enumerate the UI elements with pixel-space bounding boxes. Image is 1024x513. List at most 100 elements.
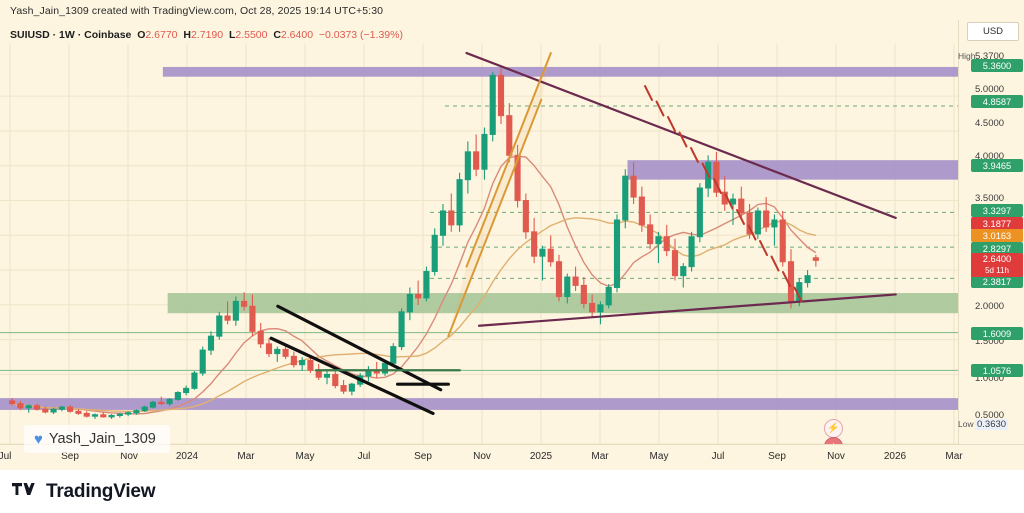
- symbol-interval[interactable]: 1W: [59, 29, 75, 41]
- change-value: −0.0373 (−1.39%): [318, 29, 403, 41]
- candle-body: [688, 236, 695, 268]
- price-level-pill[interactable]: 1.6009: [971, 327, 1023, 340]
- price-zone-bands: [0, 66, 958, 410]
- rising-channel: [448, 53, 551, 337]
- trendline-overlays[interactable]: [269, 51, 897, 415]
- user-watermark-badge: ♥ Yash_Jain_1309: [24, 425, 170, 453]
- time-tick-label: 2025: [529, 451, 553, 462]
- price-level-pill[interactable]: 3.3297: [971, 204, 1023, 217]
- price-axis[interactable]: USD 5.3700 5.0000 4.5000 4.0000 3.5000 2.0000…: [958, 20, 1024, 457]
- candle-body: [398, 311, 405, 348]
- candle-body: [663, 236, 670, 252]
- candle-body: [771, 219, 778, 228]
- candle-body: [83, 412, 90, 417]
- price-level-pill[interactable]: 1.0576: [971, 364, 1023, 377]
- time-tick-label: Sep: [768, 451, 786, 462]
- watermark-username: Yash_Jain_1309: [48, 431, 156, 447]
- price-tick-value: 5.3700: [975, 51, 1005, 62]
- candle-body: [754, 210, 761, 235]
- candle-body: [58, 406, 65, 410]
- sep-2: ·: [74, 29, 85, 41]
- zone-resistance-upper: [162, 66, 958, 77]
- time-axis[interactable]: Jul Sep Nov 2024 Mar May Jul Sep Nov 2025 Mar May Ju…: [0, 444, 1024, 471]
- price-tick-value: 1.5000: [975, 336, 1005, 347]
- low-value-chip: 0.3630: [975, 419, 1009, 430]
- candle-body: [75, 410, 82, 414]
- candle-body: [207, 335, 215, 351]
- zone-support-green: [167, 293, 958, 314]
- candle-body: [531, 231, 538, 257]
- candle-body: [191, 372, 198, 389]
- candle-body: [630, 175, 637, 198]
- candle-body: [158, 401, 165, 405]
- candle-body: [216, 315, 223, 337]
- candle-body: [232, 300, 239, 321]
- candle-body: [17, 403, 24, 409]
- open-key: O: [137, 29, 146, 41]
- candle-body: [33, 405, 41, 410]
- time-tick-label: Mar: [945, 451, 963, 462]
- symbol-ticker[interactable]: SUIUSD: [10, 29, 50, 41]
- candle-body: [290, 355, 297, 366]
- price-level-pill[interactable]: 2.8297: [971, 242, 1023, 255]
- candle-body: [729, 198, 737, 205]
- candle-body: [174, 392, 181, 400]
- candle-body: [622, 175, 629, 221]
- candle-body: [116, 413, 123, 416]
- candle-body: [42, 408, 49, 413]
- tradingview-footer-logo: TradingView: [0, 470, 1024, 513]
- candle-body: [406, 293, 413, 313]
- annotation-dash: [724, 193, 734, 210]
- symbol-exchange[interactable]: Coinbase: [84, 29, 132, 41]
- price-tick-value: 3.5000: [975, 193, 1005, 204]
- candle-body: [539, 248, 546, 257]
- candle-body: [340, 385, 347, 392]
- candle-body: [456, 179, 463, 226]
- annotation-dashes: [644, 85, 803, 303]
- time-tick-label: 2024: [175, 451, 199, 462]
- currency-badge[interactable]: USD: [967, 22, 1019, 41]
- price-level-pill[interactable]: 2.3817: [971, 275, 1023, 288]
- candle-body: [141, 406, 148, 412]
- candle-body: [133, 410, 140, 414]
- close-key: C: [273, 29, 281, 41]
- candle-body: [390, 346, 397, 364]
- time-tick-label: Sep: [414, 451, 432, 462]
- annotation-dash: [690, 147, 699, 163]
- candle-body: [763, 210, 770, 228]
- candle-body: [423, 270, 430, 299]
- candle-body: [605, 286, 612, 306]
- candle-body: [265, 343, 273, 355]
- price-tick-value: 4.0000: [975, 151, 1005, 162]
- sep-1: ·: [49, 29, 60, 41]
- candle-body: [431, 234, 438, 272]
- current-price-pill[interactable]: 2.6400 5d 11h: [971, 253, 1023, 277]
- price-level-lines: [0, 105, 958, 371]
- time-tick-label: Mar: [237, 451, 255, 462]
- time-tick-label: May: [295, 451, 315, 462]
- lightning-badge-icon[interactable]: ⚡: [824, 419, 843, 438]
- trendline-rising-channel-lower: [447, 98, 543, 338]
- zone-resistance-mid: [627, 160, 958, 180]
- price-level-pill[interactable]: 3.9465: [971, 159, 1023, 172]
- candle-body: [489, 74, 496, 135]
- time-tick-label: 2026: [883, 451, 907, 462]
- annotation-dash: [770, 255, 780, 272]
- time-tick-label: Mar: [591, 451, 609, 462]
- candle-body: [50, 408, 57, 413]
- price-level-pill[interactable]: 3.1877: [971, 217, 1023, 230]
- ma-fast-line: [11, 155, 817, 415]
- chart-plot-area[interactable]: ⚡ ★: [0, 44, 958, 444]
- candle-body: [25, 405, 32, 409]
- candlestick-series: [9, 68, 819, 419]
- candle-body: [415, 293, 422, 299]
- time-tick-label: Jul: [357, 451, 371, 462]
- time-tick-label: Nov: [827, 451, 845, 462]
- price-level-pill[interactable]: 3.0163: [971, 229, 1023, 242]
- candle-body: [713, 161, 720, 193]
- price-level-pill[interactable]: 5.3600: [971, 59, 1023, 72]
- price-level-pill[interactable]: 4.8587: [971, 95, 1023, 108]
- tradingview-wordmark: TradingView: [46, 480, 156, 502]
- annotation-dash: [713, 178, 722, 194]
